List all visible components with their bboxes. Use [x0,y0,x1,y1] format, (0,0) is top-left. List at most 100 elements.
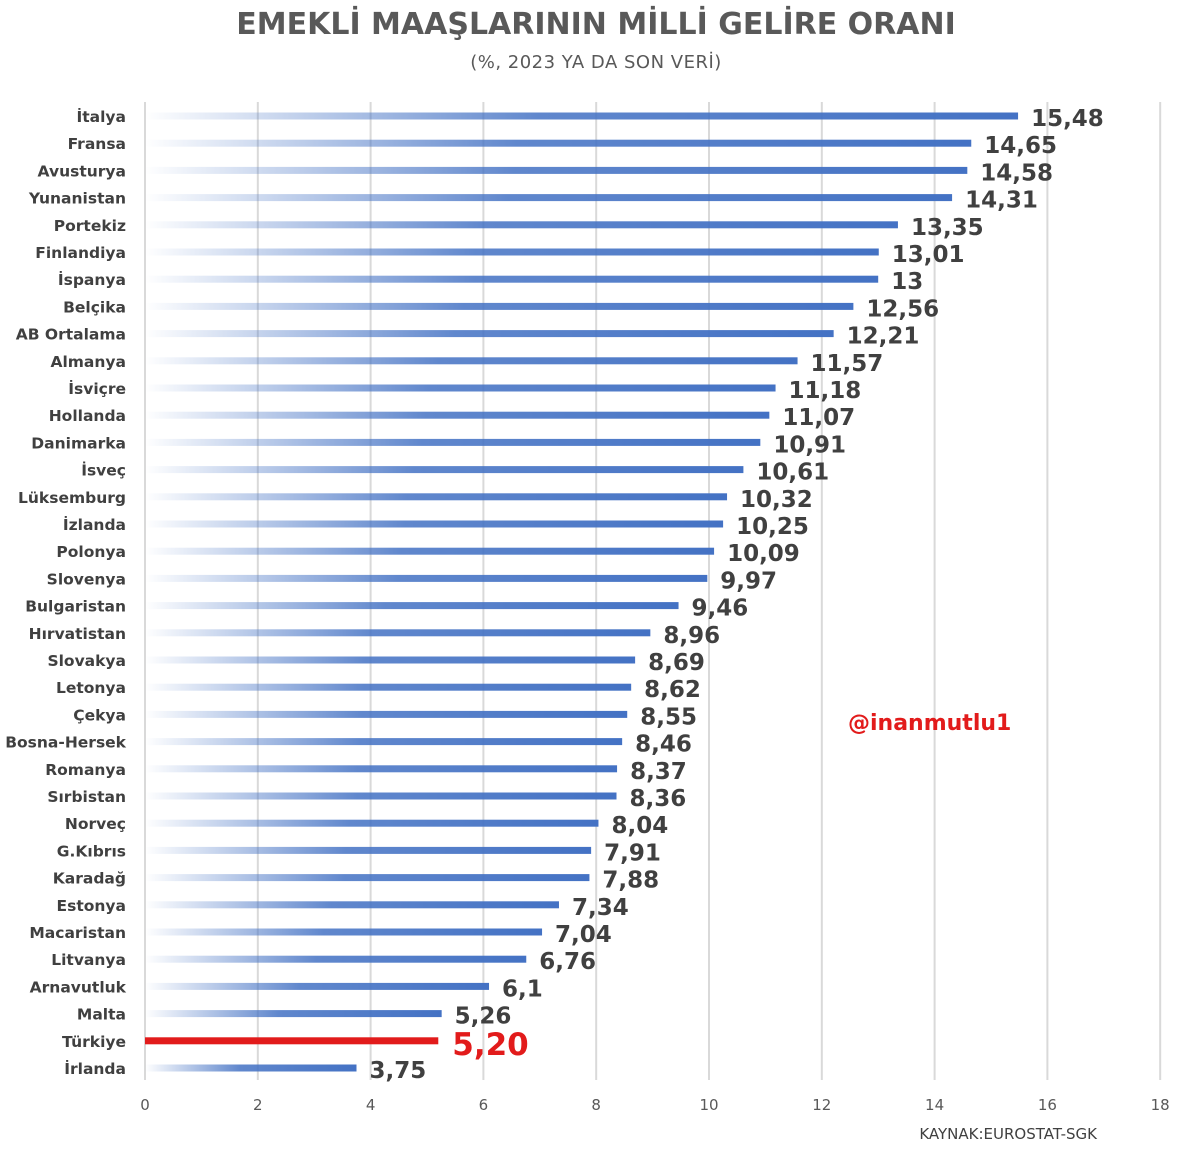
value-label: 11,57 [811,351,884,377]
bar [145,411,770,419]
bar [145,112,1019,120]
bar [145,275,879,283]
bar [145,710,628,718]
value-label: 14,65 [984,133,1057,159]
value-labels: 15,4814,6514,5814,3113,3513,011312,5612,… [370,106,1104,1084]
value-label: 5,26 [455,1004,512,1030]
value-label: 8,37 [630,759,687,785]
x-tick-label: 18 [1151,1096,1170,1114]
category-label: İzlanda [63,515,126,534]
x-tick-label: 8 [591,1096,601,1114]
value-label: 7,04 [555,922,612,948]
bar [145,330,834,338]
category-label: Litvanya [51,951,126,969]
category-label: Çekya [73,706,126,724]
value-label: 10,25 [736,514,809,540]
category-label: İsveç [81,461,126,480]
category-label: Danimarka [31,434,126,452]
bar [145,547,715,555]
category-label: Portekiz [54,217,126,235]
value-label: 10,09 [727,541,800,567]
bars [145,112,1019,1072]
value-label: 8,04 [611,813,668,839]
watermark: @inanmutlu1 [848,711,1011,736]
bar [145,357,798,365]
category-label: Yunanistan [28,190,126,208]
bar-highlight [145,1037,439,1045]
bar [145,139,972,147]
bar [145,901,559,909]
category-label: Türkiye [62,1033,126,1051]
bar [145,874,590,882]
bar [145,765,618,773]
x-tick-label: 14 [925,1096,944,1114]
category-label: İspanya [58,270,126,289]
x-tick-label: 16 [1038,1096,1057,1114]
category-label: Bulgaristan [25,598,126,616]
bar [145,248,879,256]
category-label: Finlandiya [35,244,126,262]
category-labels: İtalya Fransa Avusturya Yunanistan Portekiz F… [5,107,126,1078]
bar [145,574,708,582]
category-label: Fransa [68,135,126,153]
bar [145,221,898,229]
bar [145,982,490,990]
category-label: İtalya [76,107,126,126]
x-tick-label: 0 [140,1096,150,1114]
bar [145,656,636,664]
category-label: Sırbistan [47,788,126,806]
value-label: 10,91 [773,432,846,458]
value-label: 13,35 [911,215,984,241]
bar [145,819,599,827]
value-label: 12,56 [866,296,939,322]
value-label: 11,18 [789,378,862,404]
bar [145,384,776,392]
chart-subtitle: (%, 2023 YA DA SON VERİ) [470,52,722,73]
category-label: Polonya [56,543,126,561]
bar [145,683,632,691]
bar [145,602,679,610]
value-label: 13 [891,269,923,295]
x-tick-label: 6 [479,1096,489,1114]
bar [145,738,623,746]
bar [145,846,592,854]
value-label: 13,01 [892,242,965,268]
bar [145,928,543,936]
value-label: 10,32 [740,487,813,513]
bar [145,1010,442,1018]
value-label: 12,21 [847,324,920,350]
bar [145,629,651,637]
value-label: 9,97 [720,568,777,594]
value-label: 8,62 [644,677,701,703]
chart-title: EMEKLİ MAAŞLARININ MİLLİ GELİRE ORANI [236,6,956,42]
value-label: 8,69 [648,650,705,676]
category-label: Lüksemburg [18,489,126,507]
category-label: Malta [77,1006,126,1024]
x-tick-label: 2 [253,1096,263,1114]
category-label: İsviçre [68,379,126,398]
category-label: Karadağ [53,870,126,888]
category-label: Macaristan [29,924,126,942]
value-label: 8,96 [663,623,720,649]
value-label: 7,88 [602,868,659,894]
value-label: 9,46 [692,596,749,622]
bar [145,438,761,446]
category-label: Belçika [63,298,126,316]
category-label: Almanya [50,353,126,371]
category-label: Letonya [56,679,126,697]
bar [145,194,953,202]
value-label: 8,46 [635,732,692,758]
x-tick-label: 12 [812,1096,831,1114]
category-label: Romanya [45,761,126,779]
category-label: Avusturya [38,162,126,180]
value-label-highlight: 5,20 [452,1027,529,1063]
category-label: G.Kıbrıs [57,842,126,860]
value-label: 3,75 [370,1058,427,1084]
category-label: AB Ortalama [16,326,126,344]
category-label: Slovakya [47,652,126,670]
value-label: 15,48 [1031,106,1104,132]
category-label: Norveç [65,815,126,833]
bar [145,493,728,501]
bar [145,166,968,174]
value-label: 6,1 [502,976,543,1002]
